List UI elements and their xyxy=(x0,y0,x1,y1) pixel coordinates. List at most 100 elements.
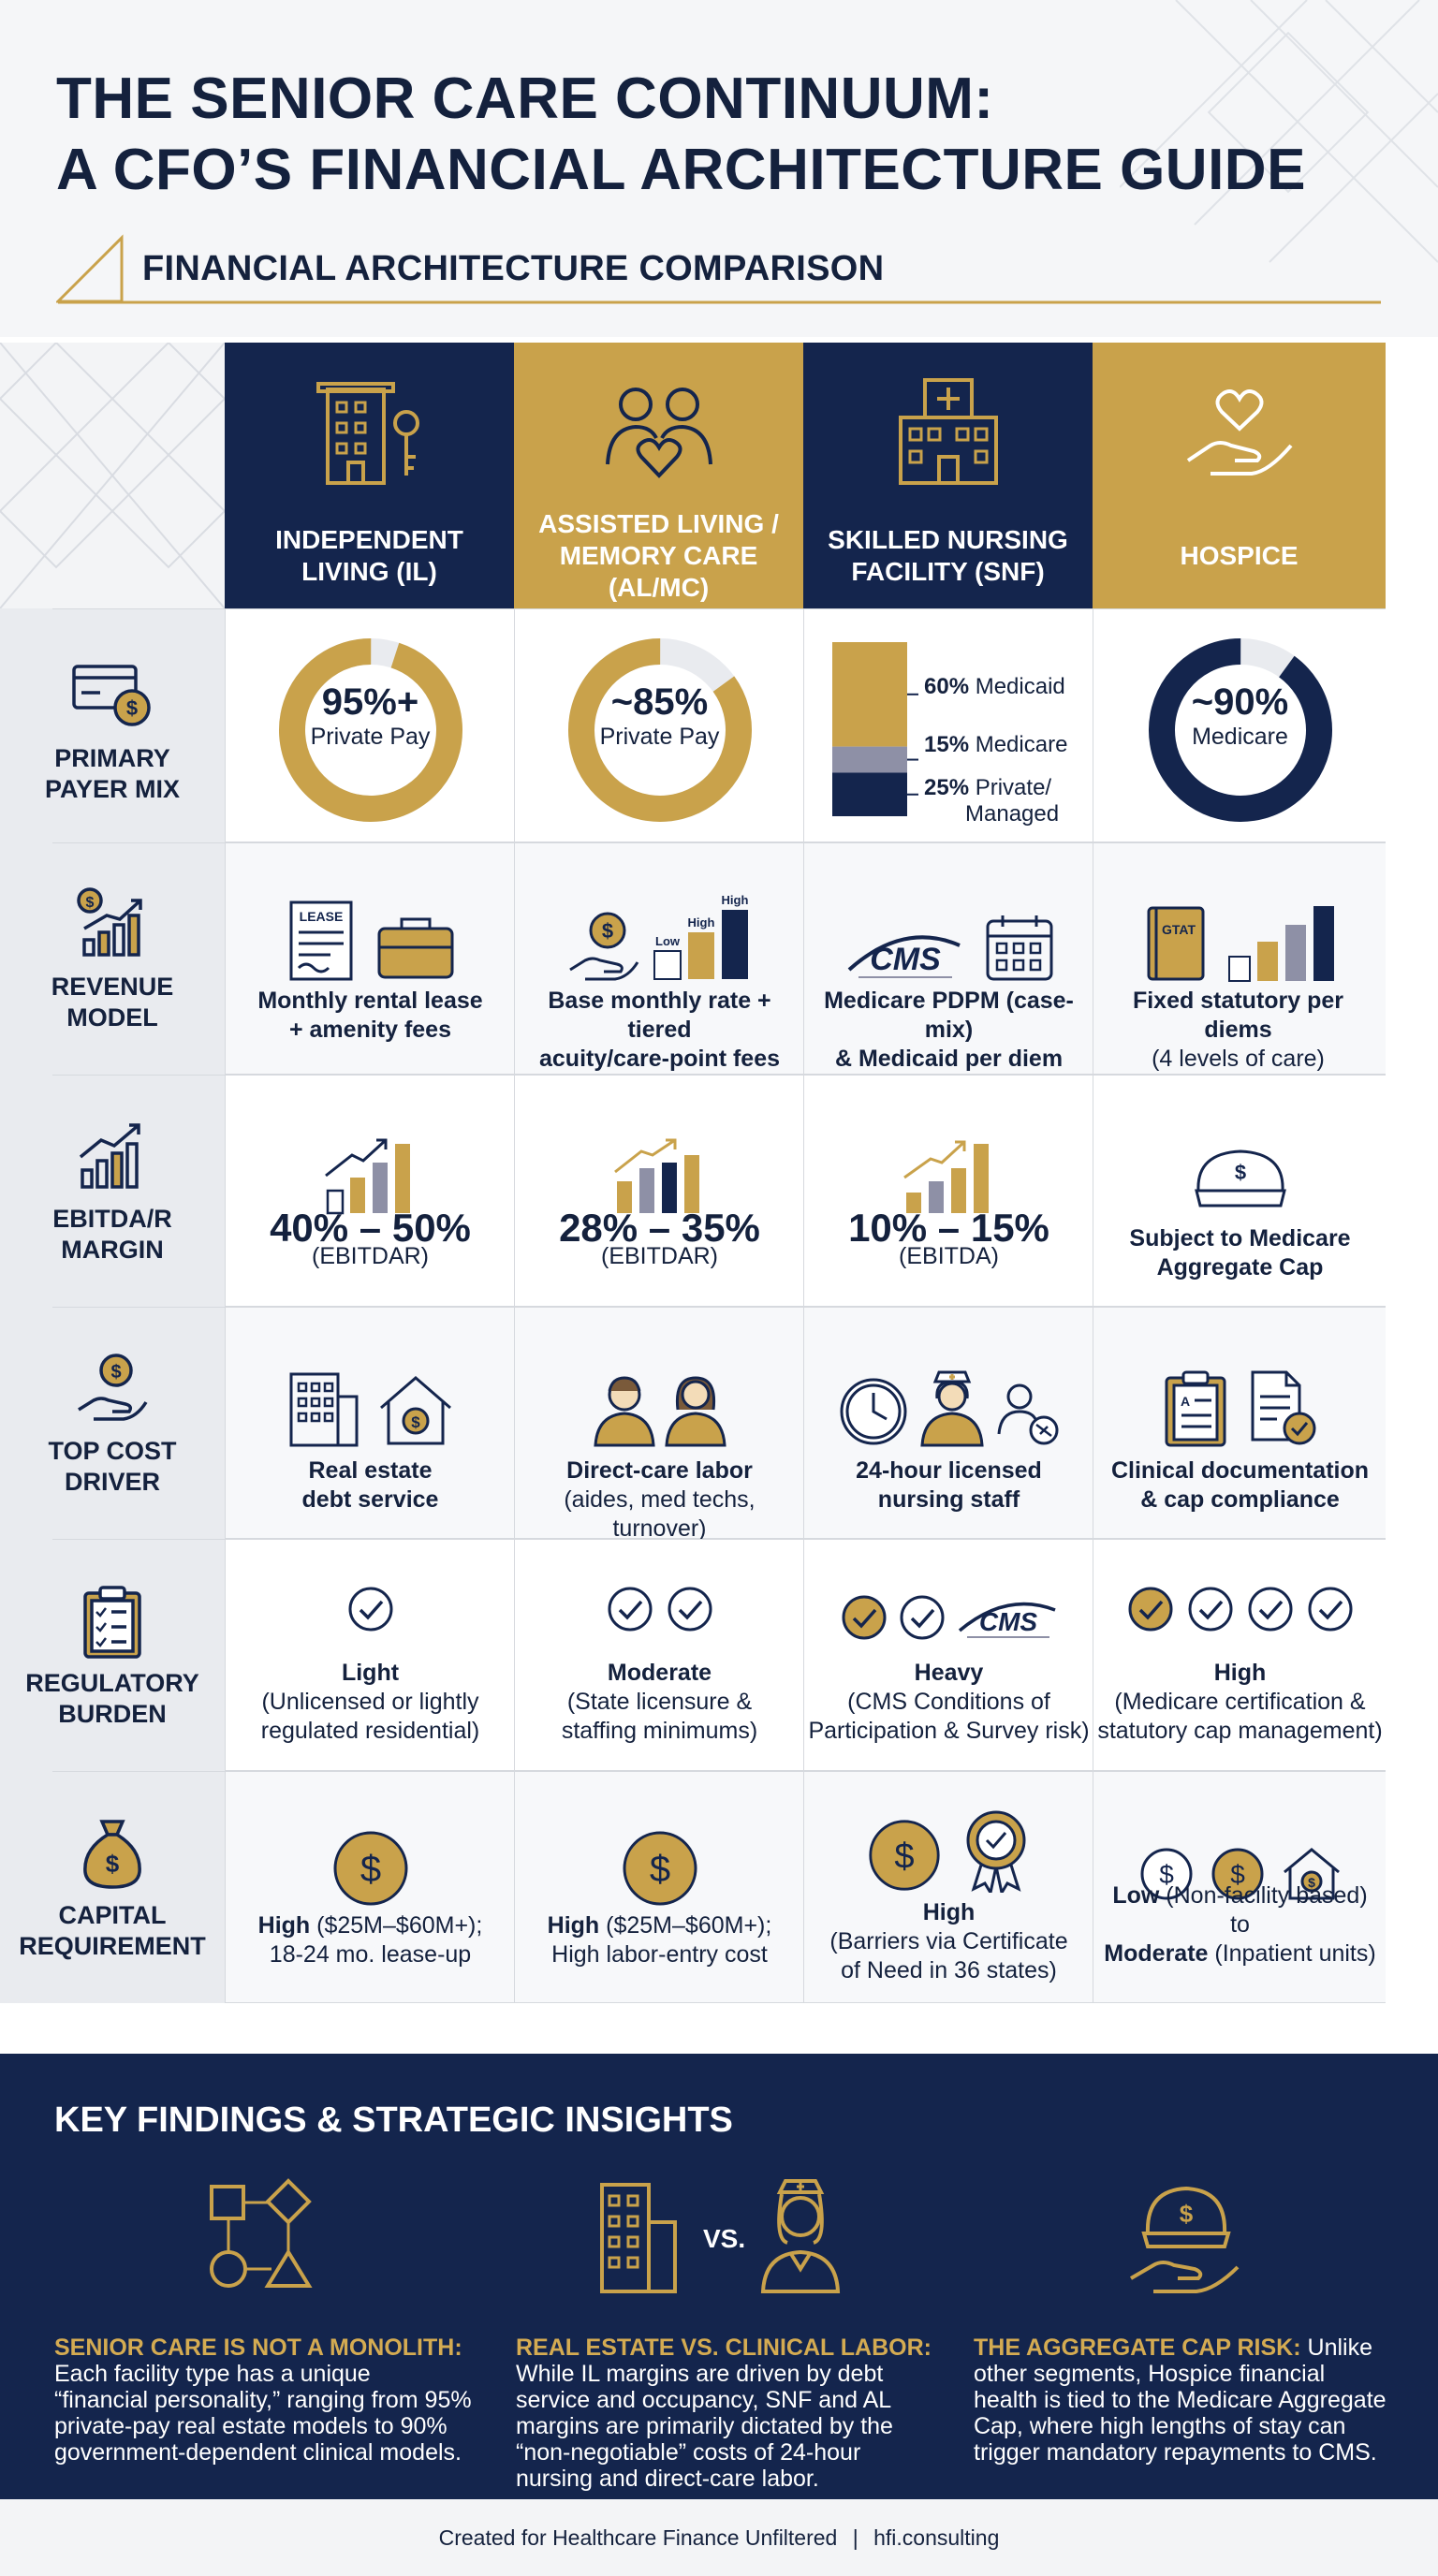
house-dollar-icon: $ xyxy=(379,1376,451,1445)
footer: Created for Healthcare Finance Unfiltere… xyxy=(0,2499,1438,2576)
nurse-icon xyxy=(919,1370,984,1447)
svg-text:$: $ xyxy=(360,1849,380,1890)
house-dollar-icon: $ xyxy=(1283,1848,1340,1900)
donut-chart xyxy=(1148,638,1332,822)
cms-logo-icon: CMS xyxy=(847,935,961,978)
finding-monolith: SENIOR CARE IS NOT A MONOLITH: Each faci… xyxy=(54,2175,494,2494)
column-header-il: INDEPENDENT LIVING (IL) xyxy=(225,343,514,608)
nurse-icon xyxy=(760,2179,841,2293)
findings-title: KEY FINDINGS & STRATEGIC INSIGHTS xyxy=(54,2100,733,2140)
staff-badge-icon xyxy=(997,1383,1058,1445)
office-building-icon xyxy=(600,2183,677,2293)
svg-text:$: $ xyxy=(1180,2200,1194,2228)
capital-al: $ High ($25M–$60M+); High labor-entry cos… xyxy=(514,1771,803,2003)
key-findings-section: KEY FINDINGS & STRATEGIC INSIGHTS SENIOR… xyxy=(0,2054,1438,2499)
comparison-grid: INDEPENDENT LIVING (IL) ASSISTED LIVING /… xyxy=(0,343,1438,2003)
clipboard-checklist-icon xyxy=(83,1586,141,1659)
svg-text:$: $ xyxy=(1230,1860,1245,1889)
row-label-payer-mix: $ PRIMARY PAYER MIX xyxy=(0,608,225,842)
ebitda-hospice: $ Subject to Medicare Aggregate Cap xyxy=(1093,1075,1386,1307)
cms-logo-icon: CMS xyxy=(958,1602,1056,1638)
svg-text:$: $ xyxy=(126,696,138,720)
payer-mix-il: 95%+ Private Pay xyxy=(225,608,514,842)
shapes-icon xyxy=(210,2178,313,2288)
regulatory-il: Light (Unlicensed or lightly regulated res… xyxy=(225,1539,514,1771)
revenue-hospice: GTAT Fixed statutory per diems (4 levels … xyxy=(1093,842,1386,1075)
capital-snf: $ High (Barriers via Certificate of Need i… xyxy=(803,1771,1093,2003)
geometric-decoration-icon xyxy=(1120,0,1438,263)
svg-text:$: $ xyxy=(894,1837,914,1876)
tier-bars-icon: Low High High xyxy=(653,893,748,980)
ebitda-al: 28% – 35% (EBITDAR) xyxy=(514,1075,803,1307)
row-label-ebitda: EBITDA/R MARGIN xyxy=(0,1075,225,1307)
revenue-al: $ Low High High Base monthly rate + tier… xyxy=(514,842,803,1075)
checkmark-icon xyxy=(1188,1587,1232,1632)
divider xyxy=(52,1771,1386,1772)
payer-mix-snf: 60% Medicaid 15% Medicare 25% Private/Ma… xyxy=(803,608,1093,842)
svg-text:$: $ xyxy=(106,1850,120,1878)
svg-text:GTAT: GTAT xyxy=(1161,922,1195,937)
footer-link[interactable]: hfi.consulting xyxy=(873,2525,1000,2550)
donut-chart xyxy=(567,638,752,822)
checkmark-icon xyxy=(900,1595,944,1640)
bar-chart-icon xyxy=(79,1123,140,1189)
svg-text:$: $ xyxy=(411,1413,420,1431)
two-people-heart-icon xyxy=(605,388,712,478)
row-label-capital: $ CAPITAL REQUIREMENT xyxy=(0,1771,225,2003)
row-label-regulatory: REGULATORY BURDEN xyxy=(0,1539,225,1771)
svg-text:$: $ xyxy=(1234,1161,1245,1184)
checkmark-icon xyxy=(1248,1587,1292,1632)
footer-credit: Created for Healthcare Finance Unfiltere… xyxy=(438,2525,838,2550)
subtitle-frame-icon xyxy=(56,234,1381,304)
stacked-bar-chart xyxy=(832,642,918,816)
clipboard-document-icon: A xyxy=(1165,1370,1225,1447)
svg-text:$: $ xyxy=(649,1849,669,1890)
hand-heart-icon xyxy=(1186,389,1293,476)
donut-chart xyxy=(278,638,462,822)
checkmark-icon xyxy=(842,1595,886,1640)
svg-text:High: High xyxy=(721,893,748,907)
divider xyxy=(52,842,1386,843)
finding-aggregate-cap: $ THE AGGREGATE CAP RISK: Unlike other s… xyxy=(974,2175,1414,2494)
clock-icon xyxy=(840,1378,906,1445)
ebitda-snf: 10% – 15% (EBITDA) xyxy=(803,1075,1093,1307)
donut-slice xyxy=(278,638,462,822)
capital-hospice: $ $ $ Low (Non-facility based) to Modera… xyxy=(1093,1771,1386,2003)
hospital-icon xyxy=(898,378,998,485)
svg-text:$: $ xyxy=(110,1362,121,1383)
dollar-coin-icon: $ xyxy=(333,1831,407,1906)
svg-text:$: $ xyxy=(1308,1875,1315,1890)
stack-segment xyxy=(832,746,907,773)
section-subtitle: FINANCIAL ARCHITECTURE COMPARISON xyxy=(56,234,1381,305)
growth-chart-dollar-icon: $ xyxy=(77,887,142,957)
page-title: THE SENIOR CARE CONTINUUM: A CFO’S FINAN… xyxy=(56,66,1306,202)
divider xyxy=(52,1307,1386,1308)
svg-text:$: $ xyxy=(1159,1860,1174,1889)
cost-snf: 24-hour licensed nursing staff xyxy=(803,1307,1093,1539)
card-dollar-icon: $ xyxy=(72,665,151,726)
hand-coin-icon: $ xyxy=(78,1354,148,1421)
revenue-il: LEASE Monthly rental lease + amenity fees xyxy=(225,842,514,1075)
money-bag-icon: $ xyxy=(83,1820,141,1889)
regulatory-hospice: High (Medicare certification & statutory c… xyxy=(1093,1539,1386,1771)
cost-hospice: A Clinical documentation & cap compliance xyxy=(1093,1307,1386,1539)
page-header: THE SENIOR CARE CONTINUUM: A CFO’S FINAN… xyxy=(0,0,1438,337)
building-key-icon xyxy=(315,382,419,485)
dollar-coin-icon: $ xyxy=(623,1831,697,1906)
check-group xyxy=(840,1593,946,1642)
growth-bars-icon xyxy=(613,1138,699,1213)
ebitda-il: 40% – 50% (EBITDAR) xyxy=(225,1075,514,1307)
regulatory-snf: CMS Heavy (CMS Conditions of Participation… xyxy=(803,1539,1093,1771)
nurse-cap-icon: $ xyxy=(1194,1149,1286,1208)
svg-text:$: $ xyxy=(601,919,612,943)
calendar-icon xyxy=(986,915,1052,981)
caregiver-man-icon xyxy=(593,1376,655,1447)
svg-text:LEASE: LEASE xyxy=(299,909,343,924)
hand-coin-icon: $ xyxy=(568,912,638,981)
svg-text:CMS: CMS xyxy=(978,1607,1037,1636)
lease-document-icon: LEASE xyxy=(289,900,352,981)
statute-book-icon: GTAT xyxy=(1147,906,1204,981)
stack-label-private: 25% Private/Managed xyxy=(924,775,1060,827)
stack-segment xyxy=(832,772,907,816)
cap-hand-icon: $ xyxy=(1129,2186,1240,2293)
